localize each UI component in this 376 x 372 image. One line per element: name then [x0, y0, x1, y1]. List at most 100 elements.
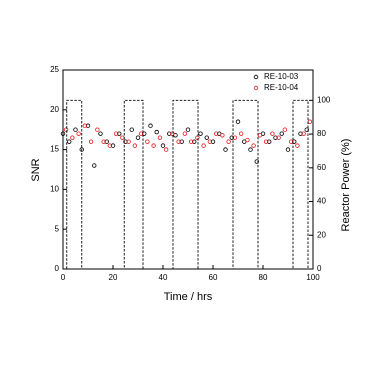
point [301, 131, 306, 136]
y-tick-label: 10 [50, 185, 59, 194]
x-tick-label: 60 [209, 273, 218, 282]
point [254, 159, 259, 164]
point [210, 139, 216, 144]
point [85, 123, 91, 128]
point [142, 131, 147, 136]
point [220, 133, 225, 138]
x-axis-label: Time / hrs [164, 291, 213, 303]
point [307, 119, 313, 124]
point [129, 127, 134, 132]
point [285, 147, 291, 152]
y2-tick-label: 80 [317, 129, 326, 138]
y2-tick-label: 60 [317, 163, 326, 172]
point [192, 139, 197, 144]
x-tick-label: 40 [159, 273, 168, 282]
point [201, 143, 206, 148]
point [160, 143, 166, 148]
point [123, 139, 128, 144]
x-tick-label: 20 [109, 273, 118, 282]
y-tick-label: 15 [50, 145, 59, 154]
point [126, 139, 131, 144]
point [113, 131, 119, 136]
y-tick-label: 25 [50, 65, 59, 74]
point [195, 135, 200, 140]
y-tick-label: 20 [50, 105, 59, 114]
legend-label: RE-10-04 [264, 83, 299, 92]
point [279, 131, 284, 136]
point [95, 127, 100, 132]
point [148, 123, 153, 128]
point [60, 131, 66, 136]
point [167, 131, 172, 136]
legend-label: RE-10-03 [264, 72, 299, 81]
point [63, 127, 69, 132]
legend-marker [253, 85, 259, 91]
point [70, 135, 75, 140]
point [295, 143, 300, 148]
point [223, 147, 228, 152]
x-tick-label: 80 [259, 273, 268, 282]
point [101, 139, 106, 144]
point [292, 139, 297, 144]
point [151, 143, 156, 148]
point [92, 163, 97, 168]
point [213, 131, 219, 136]
point [107, 143, 113, 148]
point [226, 139, 231, 144]
y-axis-label: SNR [30, 158, 42, 181]
point [154, 129, 159, 135]
point [204, 135, 209, 140]
point [67, 139, 72, 144]
point [185, 127, 191, 132]
point [176, 139, 181, 144]
y2-tick-label: 0 [317, 264, 322, 273]
point [257, 133, 263, 138]
point [120, 135, 125, 140]
point [135, 135, 141, 140]
point [276, 135, 281, 140]
y2-tick-label: 20 [317, 230, 326, 239]
y-tick-label: 0 [55, 264, 60, 273]
point [229, 135, 234, 140]
point [235, 119, 241, 124]
y2-tick-label: 100 [317, 95, 331, 104]
power-line [63, 99, 313, 270]
point [238, 131, 244, 136]
point [251, 143, 256, 148]
point [282, 127, 288, 132]
point [138, 131, 144, 136]
point [98, 131, 103, 136]
point [245, 137, 250, 143]
point [188, 139, 194, 144]
point [82, 123, 88, 128]
x-tick-label: 0 [61, 273, 66, 282]
point [145, 139, 150, 144]
point [104, 139, 109, 144]
point [304, 127, 309, 132]
y2-tick-label: 40 [317, 197, 326, 206]
point [270, 131, 275, 136]
point [267, 139, 272, 144]
point [163, 147, 169, 152]
y-tick-label: 5 [55, 224, 60, 233]
point [298, 131, 303, 136]
y2-axis-label: Reactor Power (%) [340, 139, 352, 232]
point [117, 131, 122, 136]
legend-marker [253, 74, 259, 80]
point [73, 127, 78, 132]
point [182, 131, 188, 136]
point [132, 143, 138, 148]
point [207, 139, 213, 144]
point [157, 135, 163, 140]
point [288, 139, 294, 144]
point [263, 139, 269, 144]
plot-frame [62, 69, 314, 270]
point [88, 139, 94, 144]
point [179, 139, 184, 144]
point [273, 135, 278, 140]
x-tick-label: 100 [306, 273, 320, 282]
point [170, 131, 175, 136]
point [248, 147, 253, 152]
point [110, 143, 116, 148]
